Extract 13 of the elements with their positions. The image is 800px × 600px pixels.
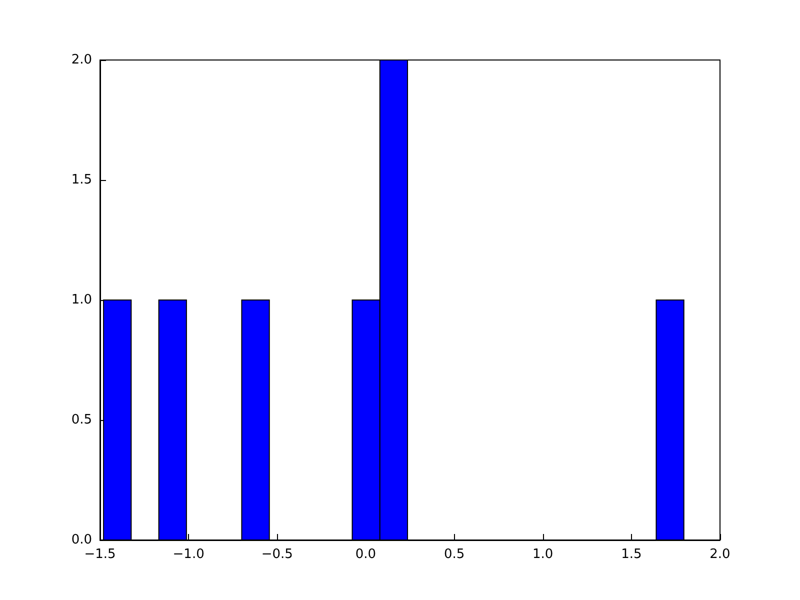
y-tick-label: 1.0 — [71, 292, 92, 308]
y-tick-label: 0.0 — [71, 532, 92, 548]
x-tick-label: 2.0 — [710, 547, 730, 562]
y-tick-label: 1.5 — [71, 172, 92, 188]
x-tick-label: −1.0 — [172, 547, 204, 562]
y-tick-label: 2.0 — [71, 52, 92, 68]
x-tick-label: −1.5 — [84, 547, 116, 562]
x-tick-label: 0.5 — [444, 547, 465, 562]
x-tick-label: −0.5 — [261, 547, 293, 562]
x-tick-label: 1.5 — [621, 547, 642, 562]
x-tick-label: 0.0 — [355, 547, 376, 562]
y-tick-label: 0.5 — [71, 412, 92, 428]
x-tick-label: 1.0 — [532, 547, 554, 562]
